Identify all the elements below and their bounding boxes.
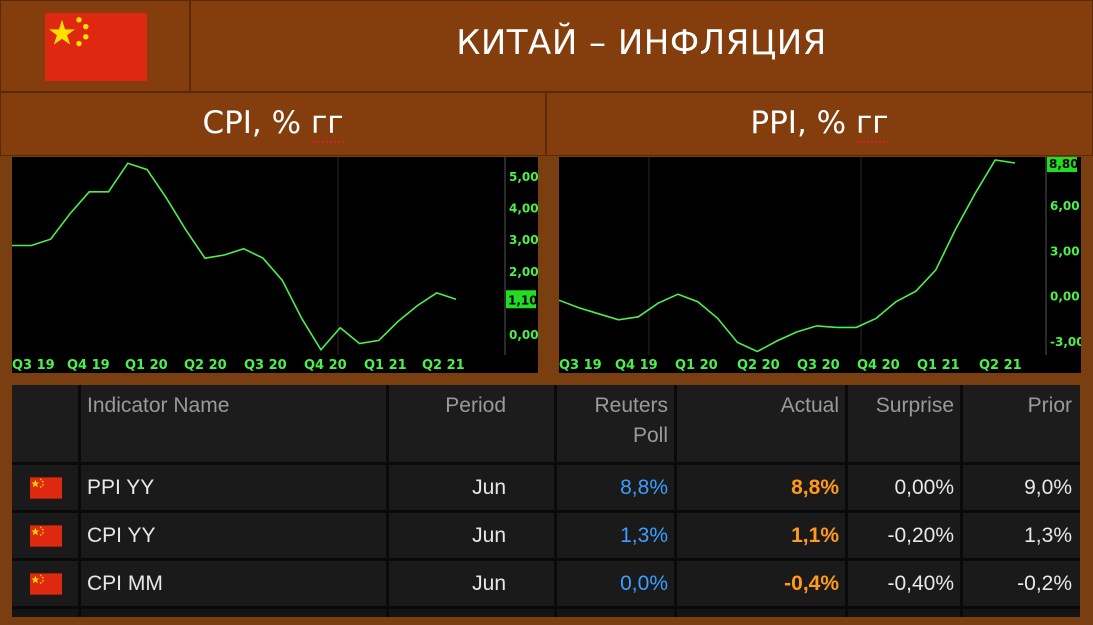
cpi-x-tick-label: Q1 21 [364,358,407,373]
cell-poll: 8,8% [557,465,674,510]
ppi-x-tick-label: Q2 21 [979,358,1022,373]
ppi-header: PPI, % гг [546,92,1093,156]
cpi-header: CPI, % гг [0,92,546,156]
column-header-label: Indicator Name [87,394,230,417]
cell-name: PPI YY [81,465,386,510]
cpi-last-value-badge [506,290,536,309]
column-header-reuters-poll: Reuters Poll [557,385,674,462]
ppi-last-value-label: 8,80 [1049,157,1079,171]
ppi-x-tick-label: Q3 20 [797,358,840,373]
cpi-last-value-label: 1,10 [508,293,538,307]
china-flag-icon [30,573,62,595]
cell-surprise: 0,00% [848,465,960,510]
cell-surprise: -0,20% [848,513,960,558]
cpi-series-line [12,162,457,352]
china-flag-icon [45,13,147,81]
cpi-chart-svg: 5,00 4,00 3,00 2,00 0,00 1,10 Q3 19 Q4 19 Q1 20 Q… [12,157,538,373]
cell-period: Jun [389,561,554,606]
column-header-actual: Actual [677,385,845,462]
cpi-x-tick-label: Q1 20 [125,358,168,373]
cpi-y-tick-label: 4,00 [509,202,538,216]
column-header-label: Prior [1027,394,1072,417]
column-header-label: Poll [632,424,668,447]
ppi-x-tick-label: Q2 20 [737,358,780,373]
cell-period: Jun [389,513,554,558]
ppi-series-line [559,159,1016,353]
column-header-flag [12,385,78,462]
china-flag-icon [30,477,62,499]
cpi-y-tick-label: 2,00 [509,265,538,279]
cell-name: CPI MM [81,561,386,606]
flag-cell [0,0,190,92]
column-header-surprise: Surprise [848,385,960,462]
title-cell: КИТАЙ – ИНФЛЯЦИЯ [190,0,1093,92]
column-header-label: Surprise [875,394,954,417]
ppi-last-value-badge [1047,157,1077,173]
china-flag-icon [30,525,62,547]
column-header-label: Period [445,394,506,417]
ppi-chart-title: PPI, % гг [750,105,889,143]
indicator-table: Indicator Name Period Reuters Poll Actual Sur… [12,385,1080,617]
cpi-y-tick-label: 5,00 [509,170,538,184]
ppi-y-tick-label: 3,00 [1050,244,1080,258]
column-header-label: Actual [780,394,839,417]
cpi-y-tick-label: 0,00 [509,328,538,342]
ppi-x-tick-label: Q4 19 [615,358,658,373]
cpi-y-tick-label: 3,00 [509,233,538,247]
column-header-indicator-name: Indicator Name [81,385,386,462]
cpi-chart-title: CPI, % гг [202,105,344,143]
cell-actual: -0,4% [677,561,845,606]
ppi-y-tick-label: 0,00 [1050,290,1080,304]
cpi-x-tick-label: Q2 21 [422,358,465,373]
ppi-x-tick-label: Q4 20 [857,358,900,373]
page-title: КИТАЙ – ИНФЛЯЦИЯ [456,23,827,63]
cpi-x-tick-label: Q3 20 [244,358,287,373]
cell-actual: 1,1% [677,513,845,558]
ppi-chart-svg: 6,00 3,00 0,00 -3,00 8,80 Q3 19 Q4 19 Q1 20 Q2 2… [559,157,1081,373]
ppi-y-tick-label: 6,00 [1050,199,1080,213]
cpi-x-tick-label: Q3 19 [12,358,55,373]
column-header-prior: Prior [963,385,1080,462]
cell-poll: 0,0% [557,561,674,606]
cell-surprise: -0,40% [848,561,960,606]
cpi-chart: 5,00 4,00 3,00 2,00 0,00 1,10 Q3 19 Q4 19 Q1 20 Q… [12,157,538,373]
cpi-x-tick-label: Q4 20 [304,358,347,373]
column-header-label: Reuters [594,394,668,417]
cell-prior: 9,0% [963,465,1080,510]
cell-prior: 1,3% [963,513,1080,558]
cell-period: Jun [389,465,554,510]
column-header-period: Period [389,385,554,462]
ppi-x-tick-label: Q1 20 [675,358,718,373]
row-flag-cell [12,513,78,558]
ppi-x-tick-label: Q1 21 [917,358,960,373]
cell-prior: -0,2% [963,561,1080,606]
ppi-x-tick-label: Q3 19 [559,358,602,373]
cpi-x-tick-label: Q4 19 [67,358,110,373]
cell-actual: 8,8% [677,465,845,510]
row-flag-cell [12,465,78,510]
ppi-y-tick-label: -3,00 [1050,335,1081,349]
ppi-chart: 6,00 3,00 0,00 -3,00 8,80 Q3 19 Q4 19 Q1 20 Q2 2… [559,157,1081,373]
cell-poll: 1,3% [557,513,674,558]
row-flag-cell [12,561,78,606]
cpi-x-tick-label: Q2 20 [184,358,227,373]
cell-name: CPI YY [81,513,386,558]
